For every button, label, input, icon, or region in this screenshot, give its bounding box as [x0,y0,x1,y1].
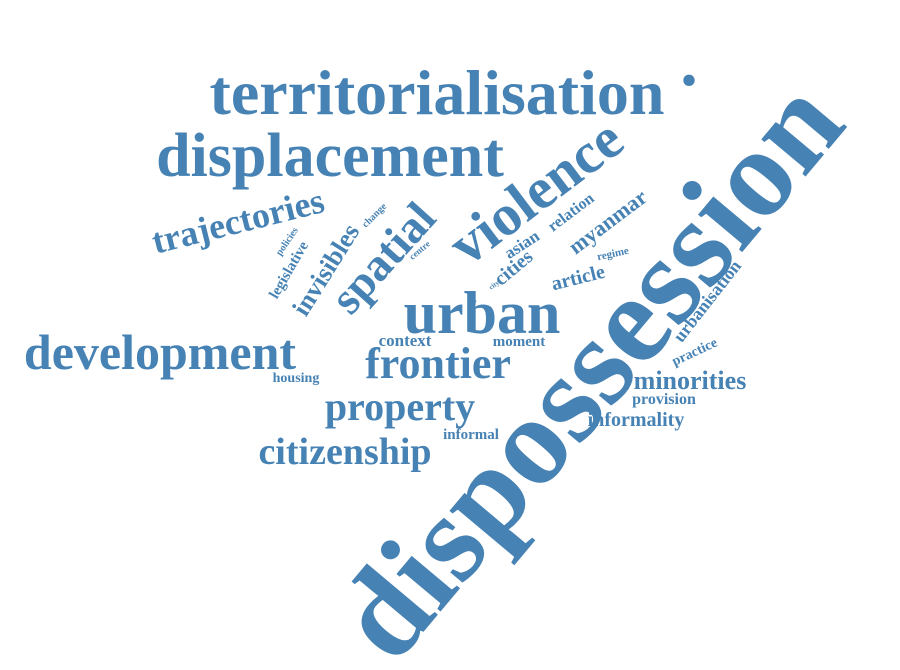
word-provision: provision [632,391,696,408]
word-displacement: displacement [156,122,504,190]
word-dot: . [680,24,698,101]
word-context: context [378,330,432,350]
word-urban: urban [403,280,561,346]
word-informality: informality [587,409,685,431]
word-frontier: frontier [365,339,511,388]
word-housing: housing [272,371,320,386]
word-citizenship: citizenship [258,431,432,473]
word-property: property [324,384,476,429]
word-moment: moment [492,333,546,350]
word-territorialisation: territorialisation [209,57,665,128]
word-minorities: minorities [633,366,747,395]
word-informal: informal [443,426,499,443]
word-development: development [23,324,297,380]
